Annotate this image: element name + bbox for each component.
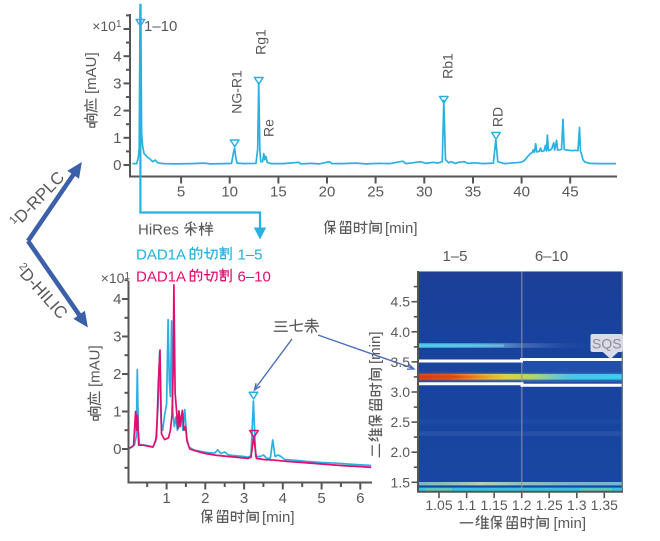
- svg-text:[min]: [min]: [385, 220, 418, 237]
- svg-text:1.05: 1.05: [425, 497, 452, 513]
- svg-text:1.15: 1.15: [480, 497, 507, 513]
- svg-text:5: 5: [177, 184, 185, 201]
- svg-text:[min]: [min]: [367, 331, 384, 364]
- svg-text:4.5: 4.5: [391, 294, 411, 310]
- svg-text:4: 4: [113, 48, 121, 65]
- svg-text:6–10: 6–10: [535, 248, 568, 265]
- svg-text:[min]: [min]: [554, 515, 587, 532]
- svg-text:×101: ×101: [92, 18, 122, 34]
- svg-text:1–10: 1–10: [144, 18, 177, 35]
- svg-text:RD: RD: [490, 107, 506, 127]
- svg-text:1–5: 1–5: [238, 247, 263, 264]
- svg-text:0: 0: [113, 441, 121, 458]
- svg-text:SQS: SQS: [592, 336, 622, 352]
- svg-text:1–5: 1–5: [442, 248, 467, 265]
- svg-text:1.2: 1.2: [512, 497, 532, 513]
- svg-text:2: 2: [113, 103, 121, 120]
- svg-text:30: 30: [416, 184, 433, 201]
- svg-text:35: 35: [465, 184, 482, 201]
- svg-text:25: 25: [367, 184, 384, 201]
- svg-text:3: 3: [113, 76, 121, 93]
- svg-text:4: 4: [113, 291, 121, 308]
- svg-text:1.25: 1.25: [536, 497, 563, 513]
- svg-text:20: 20: [319, 184, 336, 201]
- svg-text:2: 2: [113, 366, 121, 383]
- svg-text:2.0: 2.0: [391, 444, 411, 460]
- svg-text:3.5: 3.5: [391, 354, 411, 370]
- svg-text:[mAU]: [mAU]: [83, 52, 100, 94]
- svg-text:0: 0: [113, 157, 121, 174]
- svg-text:1: 1: [113, 130, 121, 147]
- svg-text:10: 10: [221, 184, 238, 201]
- svg-text:5: 5: [317, 490, 325, 507]
- svg-text:15: 15: [270, 184, 287, 201]
- svg-text:3: 3: [240, 490, 248, 507]
- svg-text:[mAU]: [mAU]: [86, 345, 103, 387]
- svg-text:NG-R1: NG-R1: [229, 70, 245, 114]
- svg-text:1: 1: [162, 490, 170, 507]
- svg-text:HiRes: HiRes: [138, 222, 179, 239]
- svg-text:Rb1: Rb1: [440, 53, 456, 79]
- svg-text:1.35: 1.35: [591, 497, 618, 513]
- svg-text:Rg1: Rg1: [253, 29, 269, 55]
- svg-text:DAD1A: DAD1A: [136, 247, 186, 264]
- svg-text:1.1: 1.1: [457, 497, 477, 513]
- svg-text:3.0: 3.0: [391, 384, 411, 400]
- svg-text:1.3: 1.3: [567, 497, 587, 513]
- svg-text:6: 6: [356, 490, 364, 507]
- svg-text:4.0: 4.0: [391, 324, 411, 340]
- svg-text:DAD1A: DAD1A: [136, 269, 186, 286]
- svg-text:×101: ×101: [101, 270, 131, 286]
- svg-text:4: 4: [279, 490, 287, 507]
- svg-text:3: 3: [113, 329, 121, 346]
- svg-text:6–10: 6–10: [238, 269, 271, 286]
- svg-text:Re: Re: [261, 119, 277, 137]
- svg-text:45: 45: [562, 184, 579, 201]
- svg-text:2: 2: [201, 490, 209, 507]
- svg-text:2.5: 2.5: [391, 414, 411, 430]
- svg-text:40: 40: [513, 184, 530, 201]
- svg-text:[min]: [min]: [262, 509, 295, 526]
- svg-text:1.5: 1.5: [391, 474, 411, 490]
- svg-text:1: 1: [113, 404, 121, 421]
